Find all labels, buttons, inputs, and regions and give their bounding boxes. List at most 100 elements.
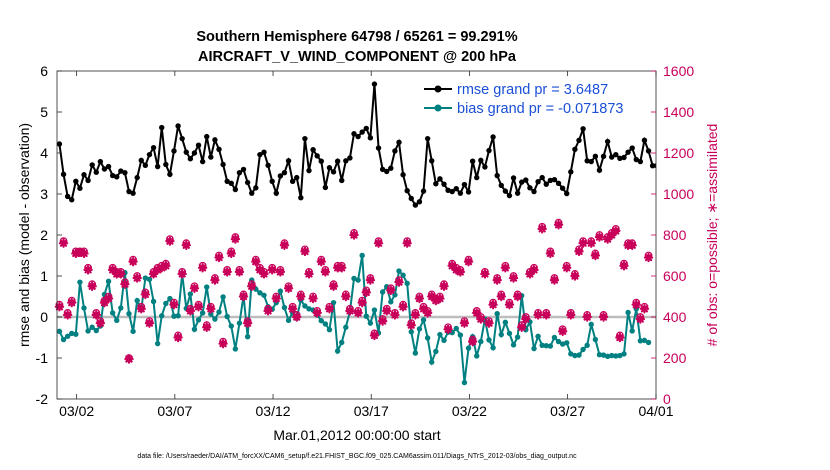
series-1-point (134, 297, 140, 304)
chart-subtitle: AIRCRAFT_V_WIND_COMPONENT @ 200 hPa (198, 49, 517, 65)
series-0-point (453, 185, 459, 192)
series-0-point (326, 165, 333, 171)
obs-assimilated-point (602, 234, 613, 244)
obs-assimilated-point (238, 291, 249, 302)
series-0-point (449, 188, 455, 195)
series-0-point (367, 135, 374, 141)
obs-assimilated-point (582, 312, 592, 322)
series-0-point (474, 174, 480, 181)
series-1-point (77, 279, 83, 285)
obs-assimilated-point (255, 265, 265, 275)
series-0-point (171, 148, 177, 154)
obs-assimilated-point (451, 265, 461, 275)
series-1-point (510, 342, 517, 348)
obs-assimilated-point (202, 322, 212, 332)
obs-assimilated-point (643, 252, 654, 263)
series-0-point (114, 174, 120, 180)
series-1-point (543, 343, 549, 349)
footnote: data file: /Users/raeder/DAI/ATM_forcXX/… (137, 453, 577, 460)
obs-assimilated-point (345, 306, 355, 316)
y-tick-label-right: 0 (663, 391, 671, 407)
series-0-point (57, 141, 63, 147)
series-0-point (130, 190, 136, 196)
series-0-point (318, 158, 324, 164)
series-0-point (420, 188, 427, 194)
obs-assimilated-point (631, 300, 641, 310)
series-0-point (379, 166, 386, 173)
series-1-point (367, 320, 374, 326)
obs-assimilated-point (206, 304, 216, 314)
series-0-point (637, 158, 644, 165)
series-0-point (584, 158, 590, 164)
series-1-point (625, 309, 631, 316)
series-0-point (138, 157, 144, 164)
obs-assimilated-point (177, 269, 187, 279)
y-tick-label-left: -1 (36, 350, 49, 366)
series-0-point (437, 176, 443, 182)
series-0-point (506, 192, 513, 199)
series-0-point (588, 158, 594, 165)
series-1-point (461, 379, 468, 386)
series-0-point (81, 172, 87, 178)
series-0-point (298, 194, 304, 201)
series-1-point (412, 350, 419, 356)
series-0-point (339, 177, 345, 184)
series-0-point (547, 177, 554, 184)
series-0-point (273, 190, 279, 196)
series-0-point (109, 172, 116, 179)
obs-assimilated-point (504, 300, 515, 310)
obs-assimilated-point (54, 302, 65, 312)
obs-assimilated-point (431, 295, 441, 306)
series-0-point (261, 149, 267, 155)
obs-assimilated-point (447, 261, 457, 271)
series-0-point (551, 176, 558, 183)
obs-assimilated-point (242, 318, 253, 328)
obs-assimilated-point (267, 265, 277, 275)
series-1-point (588, 321, 594, 328)
y-tick-label-right: 1200 (663, 145, 694, 161)
series-0-point (146, 151, 153, 158)
series-0-point (654, 163, 656, 169)
series-0-point (294, 174, 300, 181)
series-1-point (351, 275, 357, 282)
obs-assimilated-point (500, 263, 511, 273)
obs-assimilated-point (496, 291, 506, 302)
series-1-point (437, 331, 443, 338)
obs-assimilated-point (467, 336, 478, 347)
series-0-point (253, 185, 259, 191)
series-1-point (142, 275, 149, 281)
obs-assimilated-point (234, 267, 245, 277)
series-1-point (396, 268, 402, 274)
series-0-point (265, 162, 271, 168)
series-1-point (191, 326, 198, 332)
series-0-point (514, 190, 521, 196)
obs-assimilated-point (521, 314, 531, 324)
obs-assimilated-point (382, 306, 392, 316)
series-0-point (543, 181, 549, 187)
y-tick-label-left: 0 (40, 309, 48, 325)
y-tick-label-left: 6 (40, 63, 48, 79)
obs-assimilated-point (484, 318, 494, 328)
series-1-point (641, 337, 648, 344)
series-0-point (191, 150, 198, 156)
series-0-point (412, 202, 419, 208)
obs-assimilated-point (79, 248, 89, 259)
series-0-point (580, 126, 586, 132)
obs-assimilated-point (316, 256, 326, 267)
series-0-point (429, 158, 435, 164)
obs-assimilated-point (136, 304, 146, 314)
obs-assimilated-point (455, 267, 466, 277)
series-1-point (424, 335, 431, 341)
series-1-point (244, 333, 251, 340)
series-1-point (613, 353, 619, 359)
y-tick-label-right: 1000 (663, 186, 694, 202)
series-0-point (249, 190, 255, 196)
obs-assimilated-point (107, 265, 118, 275)
series-0-point (502, 188, 509, 194)
series-1-point (453, 325, 459, 332)
series-0-point (441, 181, 447, 187)
series-1-point (60, 336, 67, 343)
obs-assimilated-point (337, 263, 347, 273)
obs-assimilated-point (193, 302, 204, 312)
